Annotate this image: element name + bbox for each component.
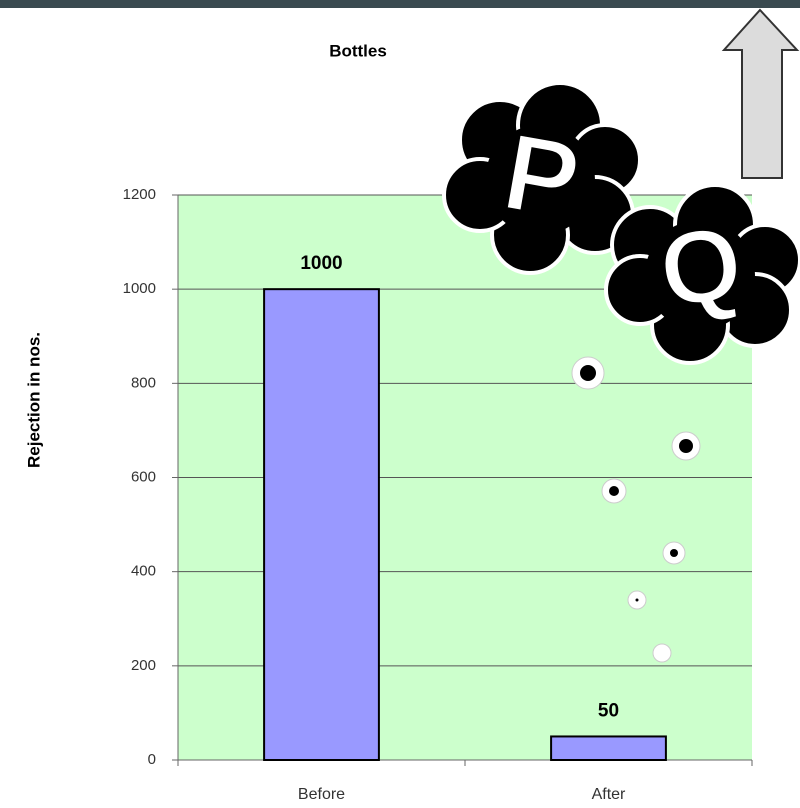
chart-title: Bottles — [329, 41, 387, 60]
y-tick-label: 800 — [131, 374, 156, 391]
bar — [551, 736, 666, 760]
y-tick-label: 1200 — [123, 186, 156, 203]
page: Bottles Rejection in nos. 0 200 400 600 800 1… — [0, 0, 800, 808]
value-label: 50 — [598, 700, 619, 721]
x-tick-label: After — [592, 786, 626, 803]
value-label: 1000 — [300, 253, 342, 274]
y-tick-label: 200 — [131, 657, 156, 674]
y-tick-label: 1000 — [123, 280, 156, 297]
y-tick-label: 400 — [131, 563, 156, 580]
top-strip — [0, 0, 800, 8]
y-tick-label: 600 — [131, 468, 156, 485]
y-tick-label: 0 — [148, 751, 156, 768]
arrow — [724, 10, 797, 178]
x-tick-label: Before — [298, 786, 345, 803]
bar — [264, 289, 379, 760]
chart: Bottles Rejection in nos. 0 200 400 600 800 1… — [0, 0, 800, 808]
annotation-q: Q — [652, 204, 749, 331]
y-axis-label: Rejection in nos. — [24, 332, 43, 468]
